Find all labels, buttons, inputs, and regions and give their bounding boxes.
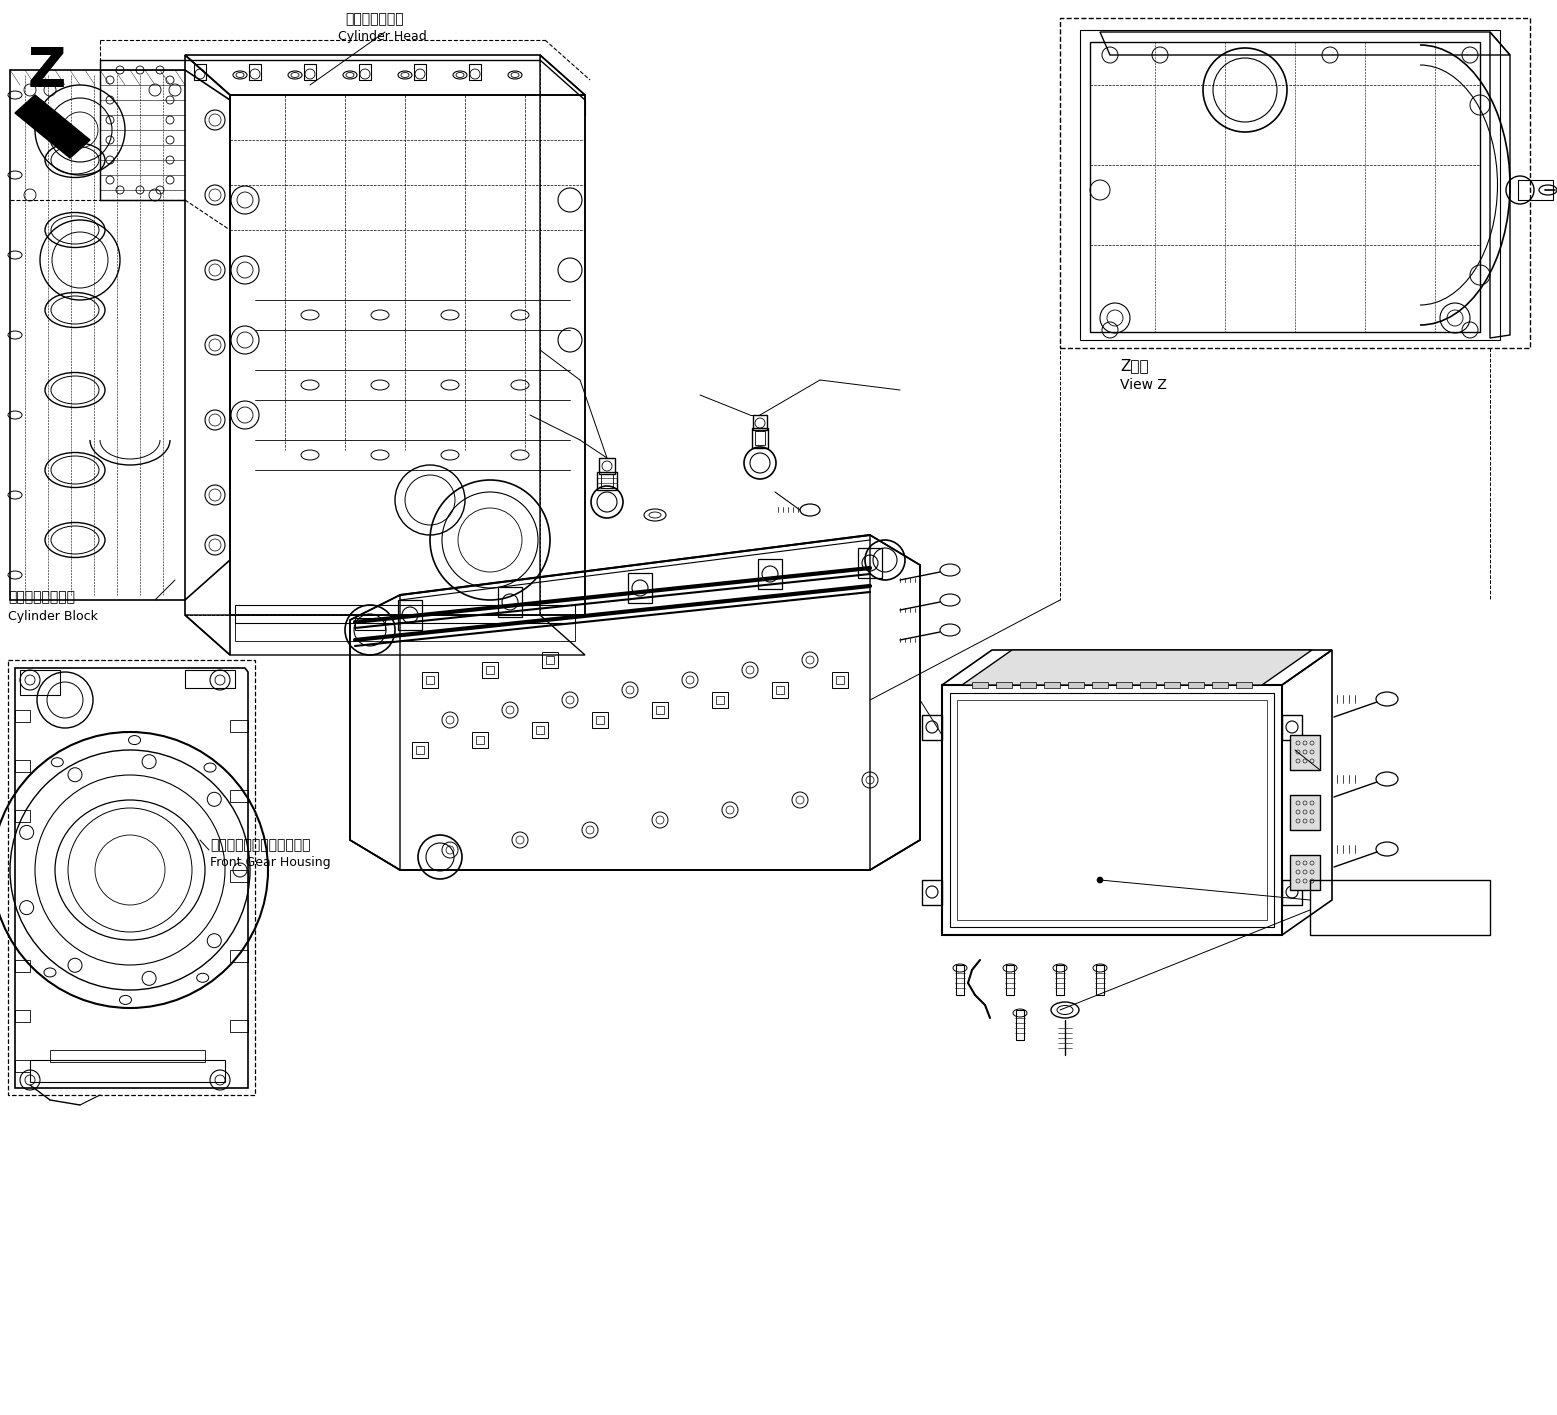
Bar [950,693,1274,927]
Bar [230,1020,248,1032]
Bar [996,682,1012,688]
Bar [30,1060,226,1082]
Bar [775,686,785,693]
Text: View Z: View Z [1119,378,1166,392]
Bar [230,949,248,962]
Text: Z　視: Z 視 [1119,358,1149,374]
Bar [1291,734,1320,770]
Bar [836,676,844,683]
Bar [922,715,942,740]
Bar [16,760,30,773]
Bar [1060,18,1531,348]
Bar [1091,682,1109,688]
Bar [858,548,881,577]
Bar [230,790,248,802]
Bar [16,1060,30,1073]
Bar [469,64,481,81]
Bar [958,700,1267,920]
Bar [1518,180,1552,200]
Bar [413,741,428,758]
Bar [831,672,849,688]
Bar [16,809,30,822]
Bar [627,573,652,603]
Bar [304,64,316,81]
Bar [1165,682,1180,688]
Bar [716,696,724,705]
Bar [16,959,30,972]
Bar [1188,682,1204,688]
Bar [758,559,782,589]
Bar [596,716,604,724]
Bar [655,706,663,715]
Bar [547,657,554,664]
Bar [230,870,248,882]
Text: Cylinder Head: Cylinder Head [338,30,427,42]
Bar [1140,682,1155,688]
Bar [754,415,768,430]
Bar [712,692,729,708]
Bar [1309,880,1490,935]
Bar [416,746,424,754]
Text: フロントギヤーハウジング: フロントギヤーハウジング [210,838,310,852]
Bar [50,1050,206,1063]
Bar [1211,682,1228,688]
Bar [752,427,768,449]
Bar [601,474,613,488]
Bar [1045,682,1060,688]
Bar [956,965,964,995]
Bar [1096,965,1104,995]
Bar [772,682,788,698]
Bar [532,722,548,739]
Bar [16,710,30,722]
Bar [476,736,484,744]
Bar [592,712,607,727]
Bar [355,618,385,630]
Bar [249,64,262,81]
Bar [972,682,989,688]
Bar [195,64,206,81]
Text: Front Gear Housing: Front Gear Housing [210,856,330,869]
Text: Cylinder Block: Cylinder Block [8,610,98,623]
Bar [1281,880,1302,906]
Bar [1116,682,1132,688]
Bar [230,720,248,732]
Bar [542,652,557,668]
Bar [472,732,487,749]
Bar [427,676,434,683]
Bar [235,623,575,641]
Bar [922,880,942,906]
Bar [1068,682,1084,688]
Bar [1281,715,1302,740]
Bar [399,600,422,630]
Polygon shape [962,649,1313,685]
Polygon shape [16,95,90,158]
Bar [414,64,427,81]
Bar [1017,1010,1025,1040]
Bar [755,432,764,444]
Bar [20,669,61,695]
Text: シリンダブロック: シリンダブロック [8,590,75,604]
Bar [185,669,235,688]
Bar [235,606,575,623]
Bar [599,458,615,474]
Circle shape [1098,877,1102,883]
Bar [422,672,438,688]
Bar [1090,42,1481,333]
Bar [652,702,668,717]
Bar [1056,965,1063,995]
Bar [16,1010,30,1022]
Bar [360,64,371,81]
Text: Z: Z [28,45,67,98]
Bar [1006,965,1014,995]
Text: シリンダヘッド: シリンダヘッド [346,11,403,25]
Bar [536,726,543,734]
Bar [483,662,498,678]
Bar [486,666,494,674]
Bar [1236,682,1252,688]
Bar [1291,855,1320,890]
Bar [1020,682,1035,688]
Bar [498,587,522,617]
Bar [1291,795,1320,831]
Bar [596,473,617,490]
